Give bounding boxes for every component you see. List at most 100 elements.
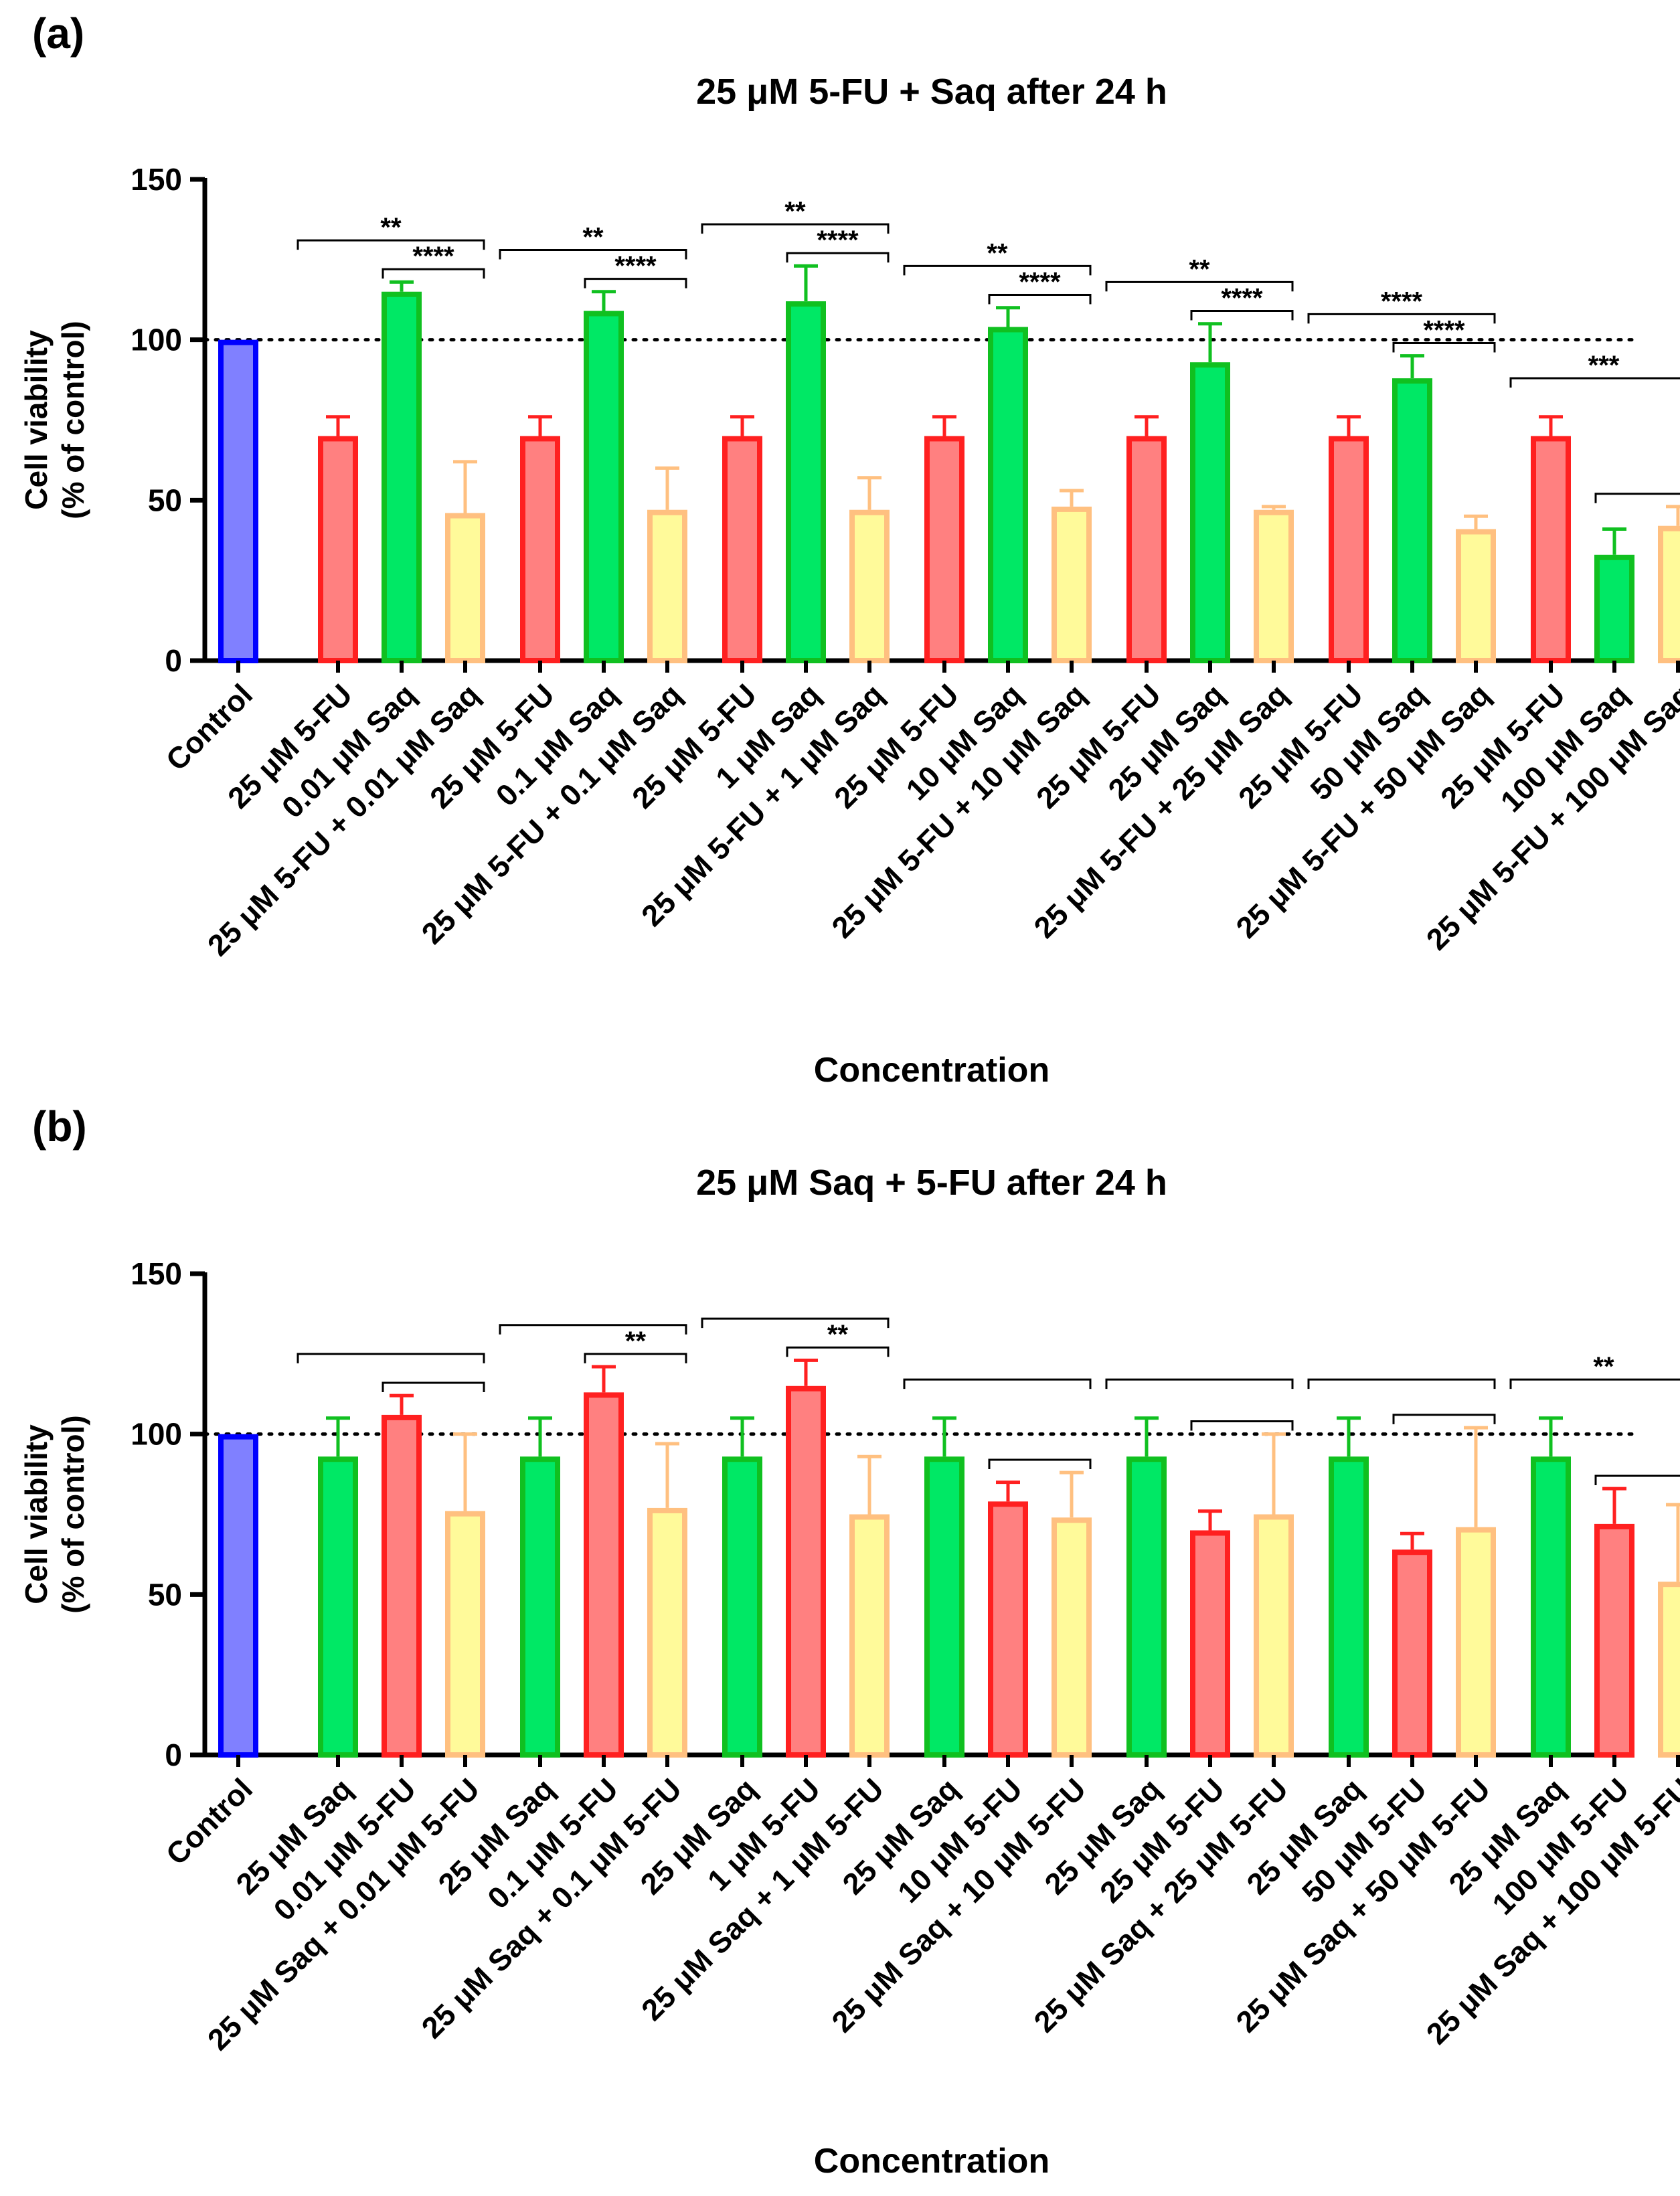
significance-bracket-long [903,264,1092,276]
y-tick-label: 100 [131,1417,182,1452]
significance-label-short: **** [614,252,657,281]
significance-label-short: ** [625,1327,647,1356]
bar-green [1329,1456,1369,1758]
bar-red [1594,1523,1634,1758]
significance-label-long: **** [1381,286,1423,316]
significance-label-short: ** [827,1320,849,1349]
bar-green [520,1456,560,1758]
bar-red [786,1385,826,1758]
significance-bracket-short [584,1353,687,1363]
bar-green [1392,378,1432,663]
x-axis-title: Concentration [814,1051,1049,1090]
bar-red [584,1392,624,1758]
significance-label-short: **** [412,242,454,271]
y-axis-label-line2: (% of control) [56,321,90,519]
significance-bracket-long [1509,377,1680,388]
y-tick-label: 50 [148,483,182,517]
bar-control [218,1434,258,1758]
bar-red [722,436,762,663]
panel-label: (b) [32,1102,87,1151]
x-axis-title: Concentration [814,2142,1049,2181]
bar-green [924,1456,964,1758]
significance-bracket-short [1392,1414,1496,1424]
y-axis-label-line1: Cell viability [19,330,54,510]
significance-label-long: ** [987,238,1008,268]
significance-bracket-long [1105,280,1294,292]
significance-bracket-long [1105,1378,1294,1389]
significance-label-long: ** [582,222,604,252]
significance-bracket-short [1594,493,1680,503]
significance-bracket-short [786,1346,890,1357]
significance-bracket-long [903,1378,1092,1389]
y-tick-label: 100 [131,323,182,357]
bar-red [924,436,964,663]
bar-yellow [445,1511,485,1758]
bar-green [382,291,422,663]
significance-label-long: *** [1588,351,1620,380]
bar-red [1392,1549,1432,1758]
bar-yellow [445,513,485,663]
bar-red [520,436,560,663]
y-tick-label: 150 [131,1256,182,1291]
significance-bracket-short [1594,1474,1680,1485]
significance-bracket-short [382,268,485,279]
bar-green [722,1456,762,1758]
significance-label-long: ** [380,213,402,242]
significance-label-short: **** [1221,284,1263,313]
y-tick-label: 50 [148,1577,182,1612]
significance-bracket-short [382,1381,485,1392]
significance-bracket-short [584,278,687,288]
chart-panel-b: (b) 25 μM Saq + 5-FU after 24 h Cell viabi… [19,1102,1680,2181]
bar-red [1329,436,1369,663]
bar-yellow [1658,525,1680,663]
significance-bracket-short [1190,310,1294,321]
y-axis-label-line2: (% of control) [56,1415,90,1613]
bar-green [318,1456,358,1758]
y-tick-label: 150 [131,162,182,197]
chart-title: 25 μM Saq + 5-FU after 24 h [696,1163,1167,1203]
bar-red [1531,436,1571,663]
bar-green [1531,1456,1571,1758]
bar-yellow [1254,1514,1294,1758]
bar-yellow [647,1507,687,1758]
x-tick-label: Control [159,1772,259,1871]
bar-yellow [1456,529,1496,663]
significance-label-short: **** [1423,315,1465,345]
significance-label-long: ** [784,197,806,226]
y-tick-label: 0 [165,1738,182,1772]
significance-bracket-long [297,239,485,250]
chart-panel-a: (a) 25 μM 5-FU + Saq after 24 h Cell viabi… [19,9,1680,1090]
bar-green [988,327,1028,663]
bar-red [1126,436,1167,663]
significance-bracket-long [1509,1378,1680,1389]
significance-bracket-short [1190,1420,1294,1431]
bar-yellow [849,1514,890,1758]
bar-yellow [1456,1527,1496,1758]
significance-label-long: ** [1593,1352,1614,1381]
bar-yellow [1254,509,1294,663]
bar-green [1190,362,1230,663]
y-axis-label-line1: Cell viability [19,1424,54,1604]
panel-label: (a) [32,9,84,58]
y-tick-label: 0 [165,643,182,678]
significance-bracket-long [1307,313,1496,324]
bar-red [1190,1530,1230,1758]
bar-yellow [647,509,687,663]
bar-yellow [849,509,890,663]
bar-yellow [1052,1517,1092,1758]
significance-bracket-short [988,1458,1092,1470]
chart-title: 25 μM 5-FU + Saq after 24 h [696,72,1167,112]
bar-green [786,301,826,663]
bar-green [1594,554,1634,663]
bar-red [382,1414,422,1758]
significance-bracket-short [988,294,1092,305]
significance-bracket-long [701,1317,890,1329]
significance-label-long: ** [1189,254,1210,284]
significance-label-short: **** [1019,268,1061,297]
significance-bracket-short [786,252,890,263]
significance-label-short: **** [817,226,859,255]
significance-bracket-long [499,1324,687,1335]
bar-green [1126,1456,1167,1758]
x-tick-label: Control [159,677,259,777]
